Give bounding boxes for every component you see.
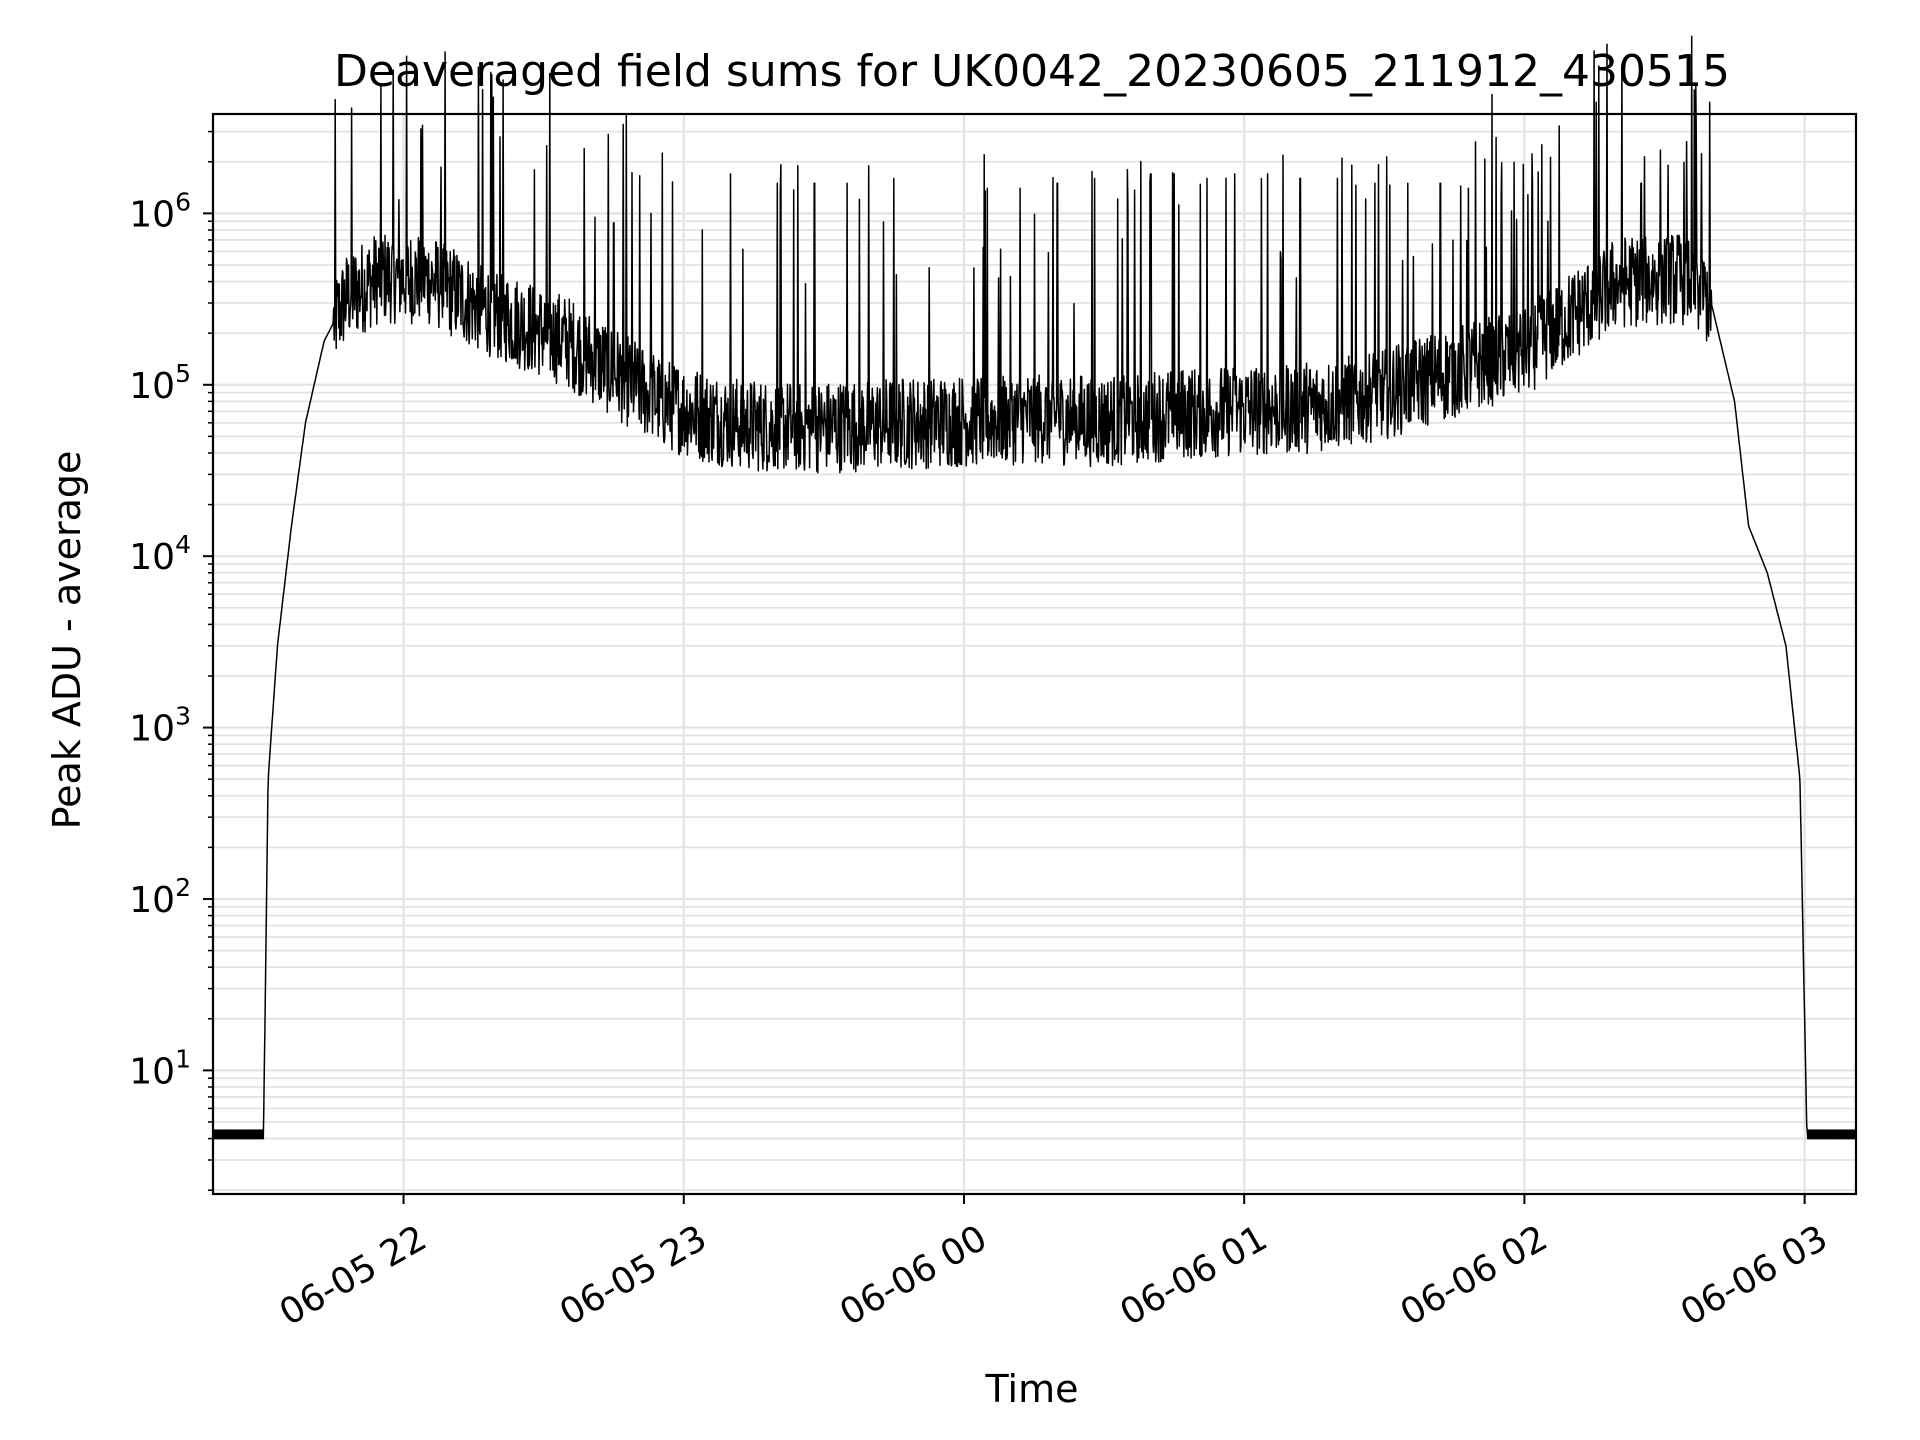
plot-area <box>212 35 1857 1140</box>
y-tick-label: 105 <box>129 359 191 407</box>
x-axis-label: Time <box>985 1367 1079 1411</box>
y-axis-label: Peak ADU - average <box>45 451 89 830</box>
y-tick-label: 101 <box>129 1044 191 1092</box>
series-line <box>212 35 1857 1140</box>
y-tick-label: 106 <box>129 187 191 235</box>
y-tick-label: 103 <box>129 702 191 750</box>
y-tick-label: 102 <box>129 873 191 921</box>
chart-title: Deaveraged field sums for UK0042_2023060… <box>334 46 1730 97</box>
axes-frame <box>211 112 1858 1196</box>
y-tick-label: 104 <box>129 530 191 578</box>
